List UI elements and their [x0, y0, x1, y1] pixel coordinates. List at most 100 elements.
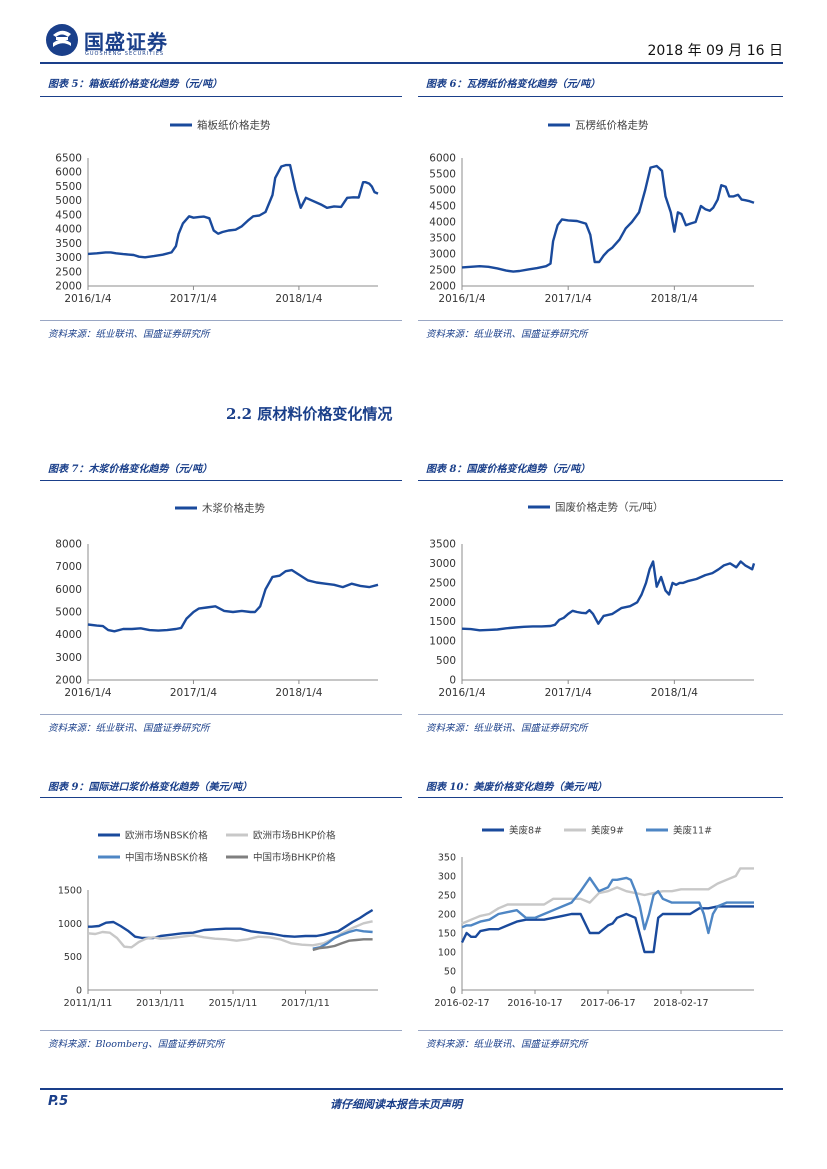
figure-7-rule	[40, 480, 402, 481]
y-tick-label: 50	[444, 967, 456, 978]
legend-label-1: 木浆价格走势	[202, 502, 265, 515]
series-line-2	[87, 920, 373, 949]
legend-label-3: 中国市场NBSK价格	[125, 852, 208, 864]
figure-5-rule	[40, 96, 402, 97]
figure-9-bottom-rule	[40, 1030, 402, 1031]
y-tick-label: 2000	[429, 597, 456, 609]
legend-label-2: 美废9#	[591, 825, 624, 837]
y-tick-label: 2000	[55, 675, 82, 687]
brand-subtitle: GUOSHENG SECURITIES	[85, 51, 165, 57]
figure-7-title: 图表 7：木浆价格变化趋势（元/吨）	[48, 464, 213, 475]
y-tick-label: 4500	[429, 201, 456, 213]
y-tick-label: 3000	[55, 652, 82, 664]
legend-label-1: 国废价格走势（元/吨）	[555, 501, 664, 514]
y-tick-label: 500	[64, 952, 82, 963]
legend-label-1: 美废8#	[509, 825, 542, 837]
figure-8-rule	[418, 480, 783, 481]
x-tick-label: 2017/1/4	[170, 293, 217, 305]
legend-label-1: 欧洲市场NBSK价格	[125, 830, 208, 842]
x-tick-label: 2017/1/4	[545, 687, 592, 699]
x-tick-label: 2018/1/4	[275, 687, 322, 699]
y-tick-label: 3500	[429, 539, 456, 551]
figure-7-source: 资料来源：纸业联讯、国盛证券研究所	[48, 723, 210, 734]
legend-label-2: 欧洲市场BHKP价格	[253, 830, 336, 842]
y-tick-label: 6000	[55, 584, 82, 596]
x-tick-label: 2013/1/11	[136, 998, 185, 1009]
y-tick-label: 1000	[58, 919, 82, 930]
chart-fig8-domestic-waste-paper: 0 500 1000 1500 2000 2500 3000 3500 2016/1/4 2017…	[429, 501, 756, 699]
footer-divider	[40, 1088, 783, 1090]
y-tick-label: 500	[436, 655, 456, 667]
figure-8-bottom-rule	[418, 714, 783, 715]
y-tick-label: 6000	[55, 167, 82, 179]
figure-6-source: 资料来源：纸业联讯、国盛证券研究所	[426, 329, 588, 340]
y-tick-label: 5500	[429, 169, 456, 181]
y-tick-label: 4500	[55, 209, 82, 221]
figure-7-bottom-rule	[40, 714, 402, 715]
y-tick-label: 3000	[429, 249, 456, 261]
chart-fig5-board-paper: 2000 2500 3000 3500 4000 4500 5000 5500 6000 6500…	[55, 119, 379, 305]
y-tick-label: 1500	[429, 616, 456, 628]
y-tick-label: 4000	[429, 217, 456, 229]
legend-label-1: 瓦楞纸价格走势	[575, 119, 649, 132]
x-tick-label: 2017/1/4	[545, 293, 592, 305]
y-tick-label: 100	[438, 948, 456, 959]
figure-9-rule	[40, 797, 402, 798]
figure-6-rule	[418, 96, 783, 97]
series-line-1	[87, 163, 379, 259]
series-line-3	[461, 876, 754, 935]
chart-fig10-us-waste-paper: 0 50 100 150 200 250 300 350 2016-02-17 2016-10-1…	[434, 825, 754, 1009]
section-title: 2.2 原材料价格变化情况	[226, 405, 393, 423]
y-tick-label: 150	[438, 929, 456, 940]
y-tick-label: 5000	[429, 185, 456, 197]
x-tick-label: 2016/1/4	[438, 687, 485, 699]
legend-label-3: 美废11#	[673, 825, 712, 837]
x-tick-label: 2015/1/11	[209, 998, 258, 1009]
x-tick-label: 2016/1/4	[64, 293, 111, 305]
legend-label-1: 箱板纸价格走势	[197, 119, 271, 132]
y-tick-label: 6000	[429, 153, 456, 165]
x-tick-label: 2017/1/4	[170, 687, 217, 699]
y-tick-label: 300	[438, 872, 456, 883]
x-tick-label: 2017/1/11	[281, 998, 330, 1009]
company-logo: 国盛证券 GUOSHENG SECURITIES	[44, 22, 184, 58]
y-tick-label: 3000	[429, 558, 456, 570]
chart-fig7-wood-pulp: 2000 3000 4000 5000 6000 7000 8000 2016/1/4 2017…	[55, 502, 379, 699]
chart-fig6-corrugated-paper: 2000 2500 3000 3500 4000 4500 5000 5500 6000 2016…	[429, 119, 755, 305]
x-tick-label: 2018-02-17	[653, 998, 708, 1009]
series-line-1	[88, 908, 374, 940]
y-tick-label: 4000	[55, 629, 82, 641]
series-line-1	[460, 905, 754, 954]
y-tick-label: 5000	[55, 607, 82, 619]
figure-10-bottom-rule	[418, 1030, 783, 1031]
y-tick-label: 3500	[429, 233, 456, 245]
figure-10-source: 资料来源：纸业联讯、国盛证券研究所	[426, 1039, 588, 1050]
legend-label-4: 中国市场BHKP价格	[253, 852, 336, 864]
logo-emblem-icon	[46, 24, 78, 56]
y-tick-label: 3500	[55, 238, 82, 250]
y-tick-label: 4000	[55, 224, 82, 236]
x-tick-label: 2017-06-17	[580, 998, 635, 1009]
x-tick-label: 2016-10-17	[507, 998, 562, 1009]
series-line-1	[87, 568, 379, 633]
y-tick-label: 7000	[55, 561, 82, 573]
y-tick-label: 2000	[55, 281, 82, 293]
series-line-4	[312, 938, 373, 952]
figure-10-rule	[418, 797, 783, 798]
y-tick-label: 0	[76, 986, 82, 997]
x-tick-label: 2018/1/4	[651, 687, 698, 699]
figure-9-source: 资料来源：Bloomberg、国盛证券研究所	[48, 1039, 225, 1050]
y-tick-label: 200	[438, 910, 456, 921]
x-tick-label: 2018/1/4	[275, 293, 322, 305]
y-tick-label: 250	[438, 891, 456, 902]
figure-10-title: 图表 10：美废价格变化趋势（美元/吨）	[426, 782, 608, 793]
y-tick-label: 1500	[58, 886, 82, 897]
x-tick-label: 2016-02-17	[434, 998, 489, 1009]
figure-5-title: 图表 5：箱板纸价格变化趋势（元/吨）	[48, 79, 223, 90]
y-tick-label: 0	[450, 986, 456, 997]
series-line-1	[461, 164, 755, 273]
series-line-1	[461, 560, 756, 632]
figure-6-bottom-rule	[418, 320, 783, 321]
figure-5-source: 资料来源：纸业联讯、国盛证券研究所	[48, 329, 210, 340]
report-date: 2018 年 09 月 16 日	[647, 43, 783, 59]
